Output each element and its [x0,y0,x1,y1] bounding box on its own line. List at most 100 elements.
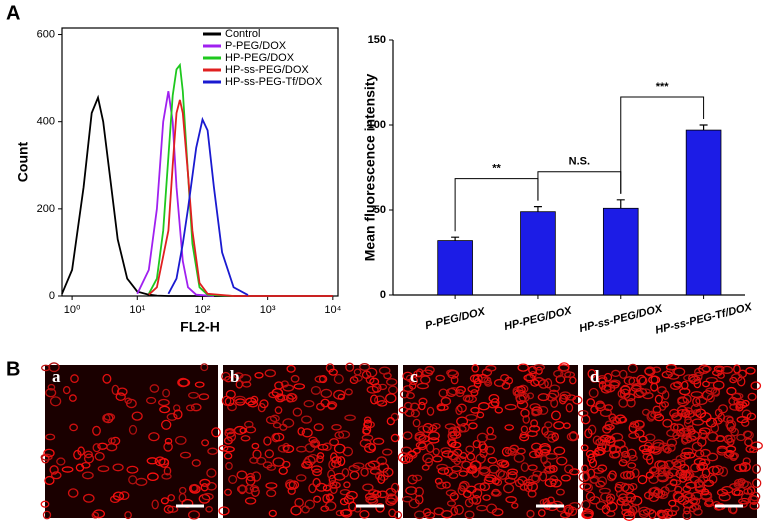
cell [638,376,648,386]
cell [631,468,640,478]
cell [316,452,325,460]
cell [268,391,280,399]
cell [626,448,637,459]
cell [726,416,734,424]
cell [747,392,757,401]
cell [440,396,452,406]
cell [363,442,377,454]
cell [531,474,540,483]
cell [166,412,178,421]
cell [198,393,210,401]
cell [662,508,673,519]
cell [327,469,336,480]
cell [682,394,692,404]
cell [310,440,319,448]
cell [225,461,233,471]
cell [608,445,621,454]
cell [517,363,529,372]
cell [540,455,548,464]
cell [666,438,678,447]
cell [743,487,753,495]
cell [618,493,629,503]
cell [544,421,553,429]
cell [473,378,482,389]
cell [345,490,358,500]
cell [634,420,645,428]
cell [628,432,640,439]
cell [403,401,413,410]
cell [246,472,256,482]
cell [337,393,345,401]
cell [644,366,656,377]
cell [523,478,535,487]
cell [385,497,397,506]
cell [249,456,259,464]
cell [363,416,372,424]
y-tick-label: 150 [368,34,386,46]
cell [682,471,693,481]
cell [683,451,696,459]
cell [738,463,748,472]
cell [352,374,363,382]
cell [250,395,259,404]
cell [682,510,692,520]
cell [652,405,662,414]
cell [605,493,616,502]
cell [362,483,374,492]
cell [92,509,106,519]
cell [225,389,236,399]
cell [124,397,132,405]
cell [673,485,683,494]
cell [631,383,642,390]
cell [40,453,53,461]
cell [282,442,290,452]
cell [494,406,504,414]
cell [372,437,385,445]
cell [616,489,628,499]
cell [742,457,751,465]
series-line [61,94,333,297]
cell [265,482,278,489]
cell [173,404,181,412]
cell [468,496,479,505]
cell [746,412,757,421]
cell [126,465,139,474]
cell [729,376,738,384]
cell [668,499,677,507]
cell [733,364,741,374]
cell [378,383,388,391]
cell [385,493,397,503]
y-tick-label: 200 [37,203,55,215]
cell [408,498,420,509]
cell [710,423,720,433]
cell [69,423,78,432]
cell [553,446,566,456]
cell [691,441,703,452]
cell [434,477,443,485]
cell [549,465,558,473]
cell [483,476,495,485]
cell [272,457,285,467]
cell [167,505,179,513]
cell [582,508,594,519]
cell [301,415,312,424]
cell [418,401,426,411]
cell [471,495,482,505]
cell [271,388,284,398]
bar [520,211,556,296]
cell [432,455,443,463]
cell [286,392,298,403]
cell [695,396,708,406]
cell [328,368,338,376]
cell [339,509,352,517]
cell [465,445,475,454]
cell [148,432,160,442]
cell [436,481,447,490]
cell [161,419,172,430]
cell [675,454,687,463]
image-label: d [590,367,600,386]
cell [385,393,397,404]
cell [740,492,752,503]
y-axis-label: Count [15,141,31,182]
cell [179,451,192,459]
